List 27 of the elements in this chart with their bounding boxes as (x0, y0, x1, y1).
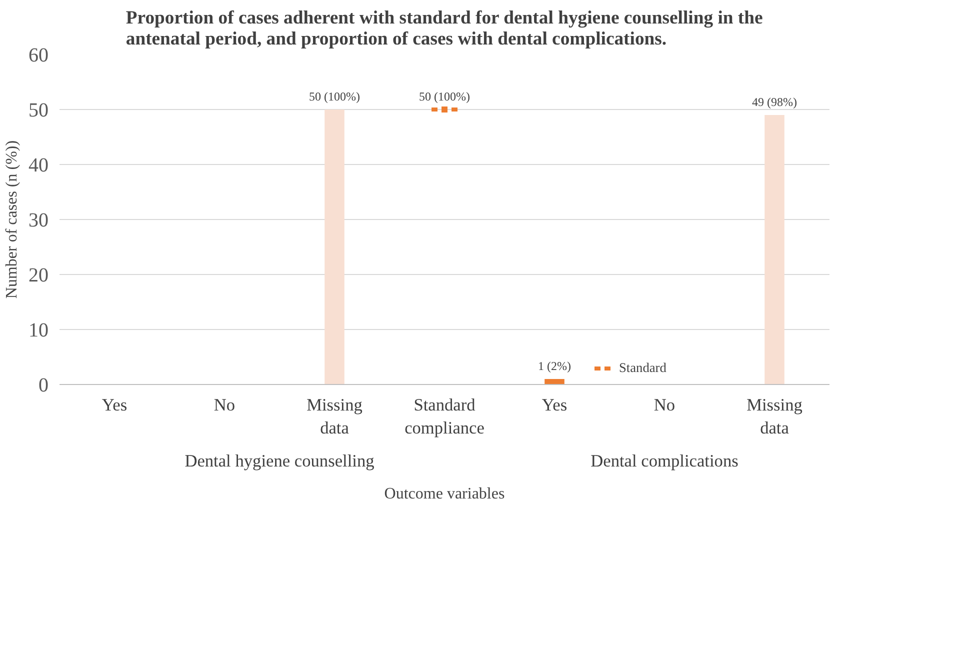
y-tick-label: 40 (28, 154, 48, 176)
text: Dental complications (590, 452, 739, 470)
bar (324, 110, 344, 384)
x-tick-label: No (654, 396, 676, 414)
y-tick-label: 10 (28, 320, 48, 342)
y-tick-label: 30 (28, 210, 48, 232)
x-tick-label: Missing data (306, 396, 363, 438)
x-tick-label: Missing data (746, 396, 803, 438)
bar (544, 379, 564, 384)
x-tick-label: Standard compliance (404, 396, 485, 438)
y-tick-label: 60 (28, 44, 48, 66)
y-axis-title: Number of cases (n (%)) (4, 140, 20, 299)
x-axis-title: Outcome variables (384, 486, 505, 502)
data-label: 1 (2%) (538, 359, 572, 373)
x-tick-label: Yes (102, 396, 128, 414)
legend-label: Standard (619, 360, 666, 376)
x-tick-label: Yes (542, 396, 568, 414)
x-tick-label: No (214, 396, 236, 414)
y-tick-label: 50 (28, 100, 48, 122)
chart-title: Proportion of cases adherent with standard for dental hygiene counselling in the antenatal period, and proportion of cases with dental complications. (126, 8, 763, 50)
y-tick-label: 0 (38, 374, 48, 396)
data-label: 50 (100%) (309, 90, 360, 104)
data-label: 49 (98%) (752, 95, 798, 109)
text: Dental hygiene counselling (184, 452, 375, 470)
bar (764, 115, 784, 384)
data-label: 50 (100%) (419, 90, 470, 104)
y-tick-label: 20 (28, 264, 48, 286)
